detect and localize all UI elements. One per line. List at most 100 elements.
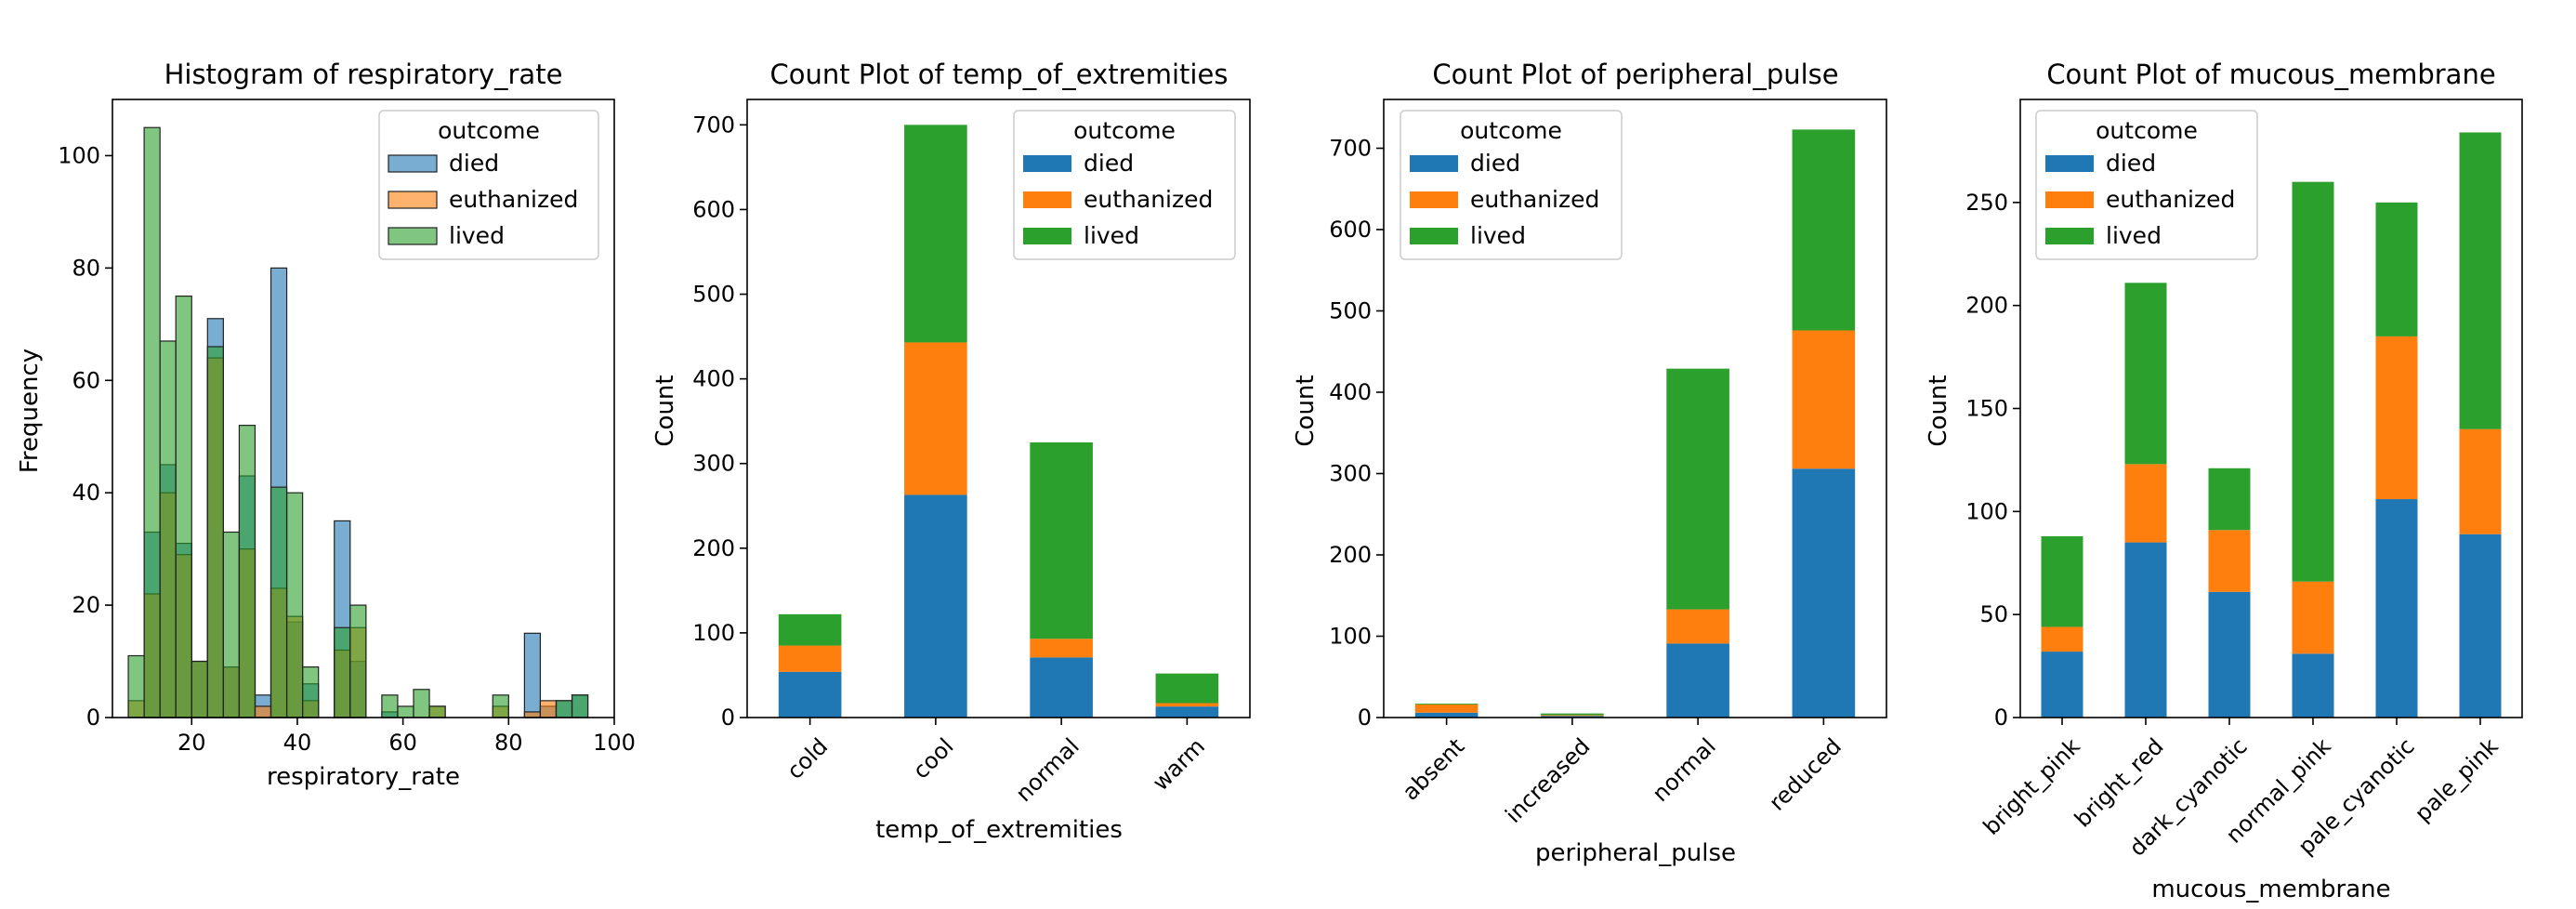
bar-died-bright_pink — [2041, 652, 2083, 718]
bar-lived-increased — [1541, 713, 1604, 716]
legend-label-lived: lived — [1470, 222, 1526, 249]
y-tick-label: 200 — [692, 535, 735, 561]
bar-lived-bright_pink — [2041, 535, 2083, 627]
hist-bar-euthanized — [254, 705, 272, 718]
y-tick-label: 600 — [692, 196, 735, 222]
x-axis-label: temp_of_extremities — [875, 816, 1123, 844]
bar-euthanized-reduced — [1792, 330, 1856, 469]
x-tick-label: 40 — [283, 730, 312, 756]
y-tick-label: 200 — [1965, 293, 2008, 319]
bar-euthanized-normal — [1030, 639, 1093, 658]
hist-bar-lived — [285, 492, 304, 718]
bar-died-normal — [1030, 657, 1093, 718]
hist-bar-lived — [269, 486, 288, 718]
y-axis-label: Count — [651, 375, 679, 446]
y-axis-label: Count — [1925, 375, 1952, 446]
y-tick-label: 600 — [1329, 217, 1372, 243]
stacked-bars — [2041, 132, 2502, 718]
legend-label-died: died — [1084, 150, 1134, 177]
bar-euthanized-pale_pink — [2459, 428, 2502, 534]
bar-euthanized-increased — [1541, 715, 1604, 717]
x-tick-label: 20 — [177, 730, 206, 756]
bar-lived-cool — [904, 125, 967, 343]
bar-lived-absent — [1414, 704, 1479, 705]
y-tick-label: 0 — [721, 705, 735, 731]
legend-label-died: died — [2106, 150, 2156, 177]
legend-swatch-euthanized — [1023, 191, 1071, 208]
bar-died-increased — [1541, 716, 1604, 718]
bar-died-normal — [1666, 643, 1729, 718]
legend-box — [2035, 110, 2258, 260]
y-tick-label: 150 — [1965, 396, 2008, 422]
bar-died-warm — [1155, 706, 1219, 718]
y-tick-label: 100 — [692, 620, 735, 646]
bar-euthanized-normal_pink — [2292, 581, 2334, 654]
bar-euthanized-cold — [778, 645, 842, 672]
y-tick-label: 100 — [1329, 624, 1372, 650]
mucous-membrane-count-plot: Count Plot of mucous_membrane mucous_mem… — [1925, 59, 2523, 903]
bar-euthanized-absent — [1414, 705, 1479, 713]
hist-bar-lived — [381, 694, 399, 718]
legend-label-euthanized: euthanized — [449, 186, 578, 213]
chart-title: Count Plot of mucous_membrane — [2046, 59, 2495, 90]
legend-title: outcome — [1460, 117, 1562, 144]
hist-bar-lived — [143, 126, 161, 718]
bar-lived-pale_pink — [2459, 132, 2502, 429]
hist-bar-lived — [159, 340, 177, 718]
bar-died-absent — [1414, 712, 1479, 718]
legend: outcome died euthanized lived — [1400, 110, 1623, 260]
bar-died-pale_cyanotic — [2375, 499, 2418, 718]
legend-label-lived: lived — [1084, 222, 1139, 249]
hist-bar-euthanized — [523, 711, 542, 718]
bar-died-pale_pink — [2459, 534, 2502, 718]
bar-died-bright_red — [2124, 542, 2167, 718]
bar-lived-reduced — [1792, 129, 1856, 331]
bar-died-normal_pink — [2292, 653, 2334, 718]
hist-bar-lived — [238, 425, 256, 718]
legend-title: outcome — [1073, 117, 1176, 144]
y-tick-label: 400 — [1329, 379, 1372, 405]
respiratory-rate-histogram: Histogram of respiratory_rate respirator… — [16, 59, 636, 791]
legend-swatch-died — [2045, 155, 2094, 172]
bar-euthanized-warm — [1155, 703, 1219, 707]
hist-bar-lived — [127, 654, 145, 718]
x-tick-label: 100 — [593, 730, 636, 756]
plot-area-frame — [746, 99, 1251, 718]
y-tick-label: 500 — [692, 282, 735, 308]
legend-label-euthanized: euthanized — [1084, 186, 1213, 213]
hist-bar-lived — [222, 531, 241, 718]
bar-lived-bright_red — [2124, 283, 2167, 465]
x-tick-label: 80 — [494, 730, 523, 756]
y-tick-label: 50 — [1979, 601, 2008, 627]
plot-area-frame — [112, 99, 615, 718]
y-tick-label: 0 — [1994, 705, 2008, 731]
legend-box — [378, 110, 599, 260]
y-tick-label: 300 — [1329, 461, 1372, 487]
hist-bar-lived — [428, 705, 446, 718]
hist-bar-died — [523, 632, 542, 718]
bar-lived-normal — [1030, 441, 1093, 639]
legend: outcome died euthanized lived — [378, 110, 599, 260]
bar-died-cold — [778, 671, 842, 718]
legend-swatch-euthanized — [2045, 191, 2094, 208]
hist-bar-lived — [191, 660, 208, 718]
legend-swatch-lived — [388, 227, 438, 245]
bar-died-reduced — [1792, 468, 1856, 718]
axis-ticks: 0 20 40 60 80 100 20 40 60 80 100 — [58, 142, 636, 756]
bar-lived-warm — [1155, 673, 1219, 704]
y-tick-label: 60 — [72, 367, 100, 393]
legend-title: outcome — [438, 117, 540, 144]
legend-box — [1400, 110, 1623, 260]
chart-title: Count Plot of temp_of_extremities — [770, 59, 1229, 90]
x-tick-label: 60 — [388, 730, 417, 756]
y-tick-label: 300 — [692, 451, 735, 477]
legend-box — [1013, 110, 1236, 260]
plot-area-frame — [1383, 99, 1887, 718]
hist-bar-lived — [175, 295, 192, 718]
y-tick-label: 80 — [72, 255, 100, 281]
hist-bar-lived — [206, 346, 224, 718]
legend-swatch-died — [1410, 155, 1458, 172]
hist-bar-lived — [571, 694, 589, 718]
legend-swatch-lived — [1410, 228, 1458, 244]
x-axis-label: respiratory_rate — [267, 763, 460, 791]
